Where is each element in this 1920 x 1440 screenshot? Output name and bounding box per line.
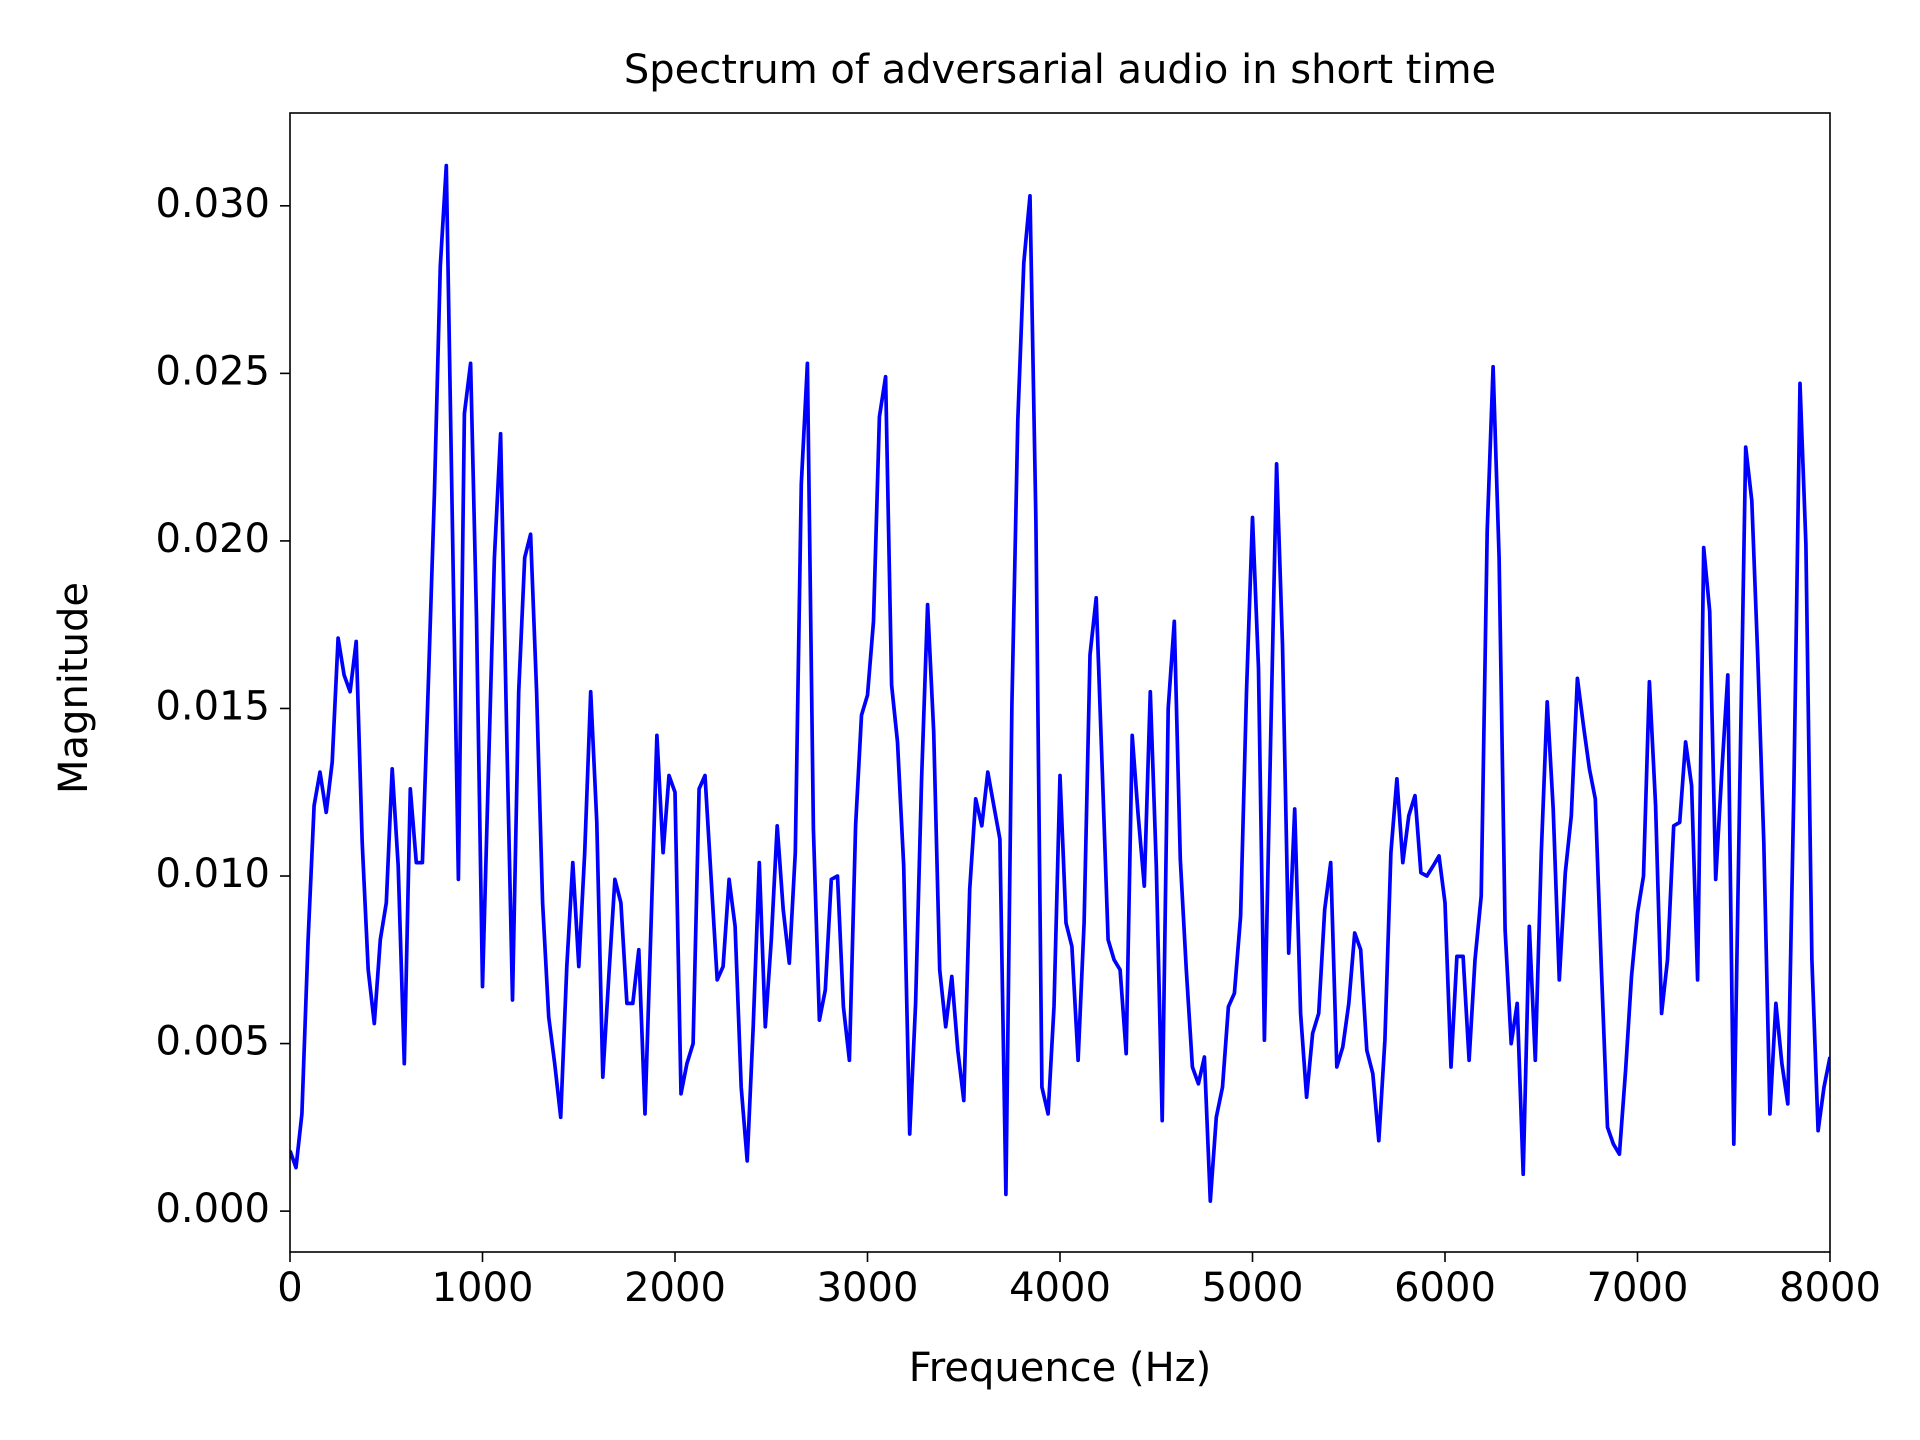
- y-tick-label: 0.030: [155, 181, 270, 227]
- data-line: [290, 163, 1830, 1203]
- x-axis-label: Frequence (Hz): [909, 1345, 1212, 1391]
- x-tick-label: 7000: [1587, 1265, 1689, 1311]
- x-tick-label: 5000: [1202, 1265, 1304, 1311]
- x-tick-label: 6000: [1394, 1265, 1496, 1311]
- x-tick-label: 3000: [817, 1265, 919, 1311]
- y-tick-label: 0.005: [155, 1019, 270, 1065]
- y-tick-label: 0.025: [155, 348, 270, 394]
- y-tick-label: 0.000: [155, 1186, 270, 1232]
- y-axis-label: Magnitude: [51, 582, 97, 794]
- y-tick-label: 0.020: [155, 516, 270, 562]
- y-tick-label: 0.015: [155, 683, 270, 729]
- x-tick-label: 4000: [1009, 1265, 1111, 1311]
- x-tick-label: 0: [277, 1265, 302, 1311]
- x-tick-label: 8000: [1779, 1265, 1881, 1311]
- x-tick-label: 1000: [432, 1265, 534, 1311]
- x-tick-label: 2000: [624, 1265, 726, 1311]
- plot-frame: [289, 112, 1831, 1253]
- y-tick-label: 0.010: [155, 851, 270, 897]
- chart-title: Spectrum of adversarial audio in short t…: [624, 47, 1496, 93]
